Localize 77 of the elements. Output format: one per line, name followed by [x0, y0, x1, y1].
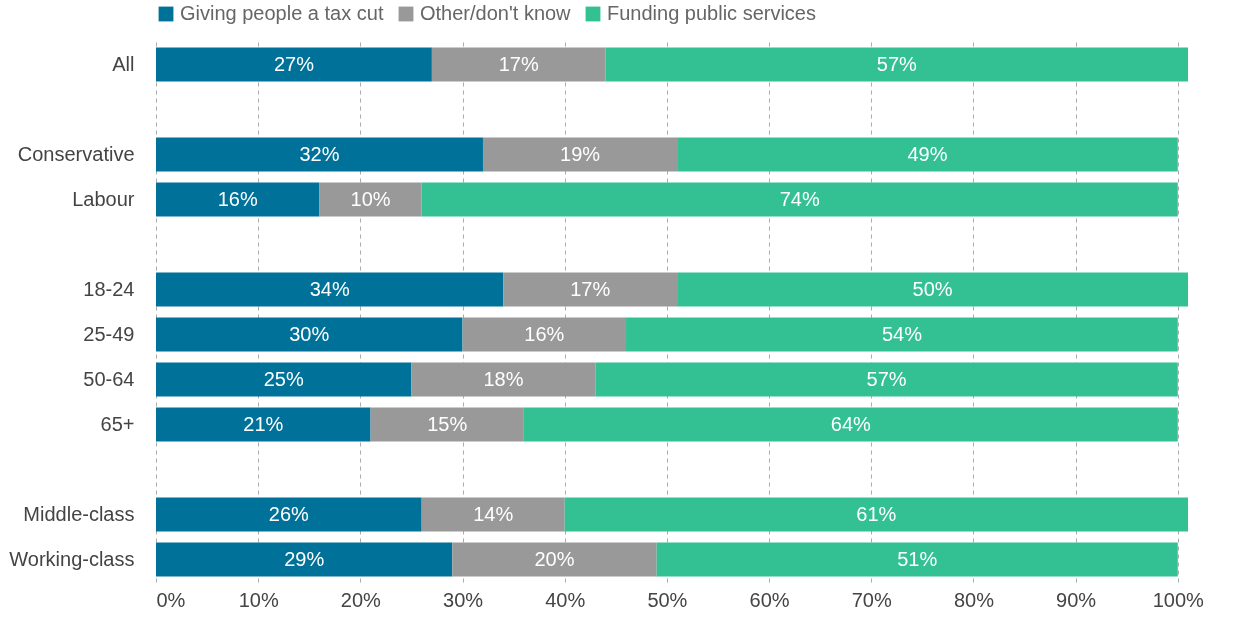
bar: [156, 497, 422, 532]
data-label: 57%: [876, 52, 918, 75]
bar: [595, 362, 1178, 397]
data-label: 57%: [866, 367, 907, 390]
data-label: 17%: [498, 52, 539, 75]
data-label: 20%: [534, 547, 575, 570]
bar: [156, 272, 504, 307]
data-label: 29%: [284, 547, 325, 570]
bar: [431, 47, 606, 82]
x-tick-label: 60%: [749, 588, 790, 611]
data-label: 49%: [907, 142, 948, 165]
y-tick-label: Working-class: [9, 547, 135, 570]
y-tick-label: All: [112, 52, 135, 75]
data-label: 16%: [217, 187, 258, 210]
bar: [411, 362, 596, 397]
bar: [370, 407, 524, 442]
x-tick-label: 20%: [340, 588, 382, 611]
bar: [156, 137, 483, 172]
data-label: 19%: [560, 142, 601, 165]
bar: [156, 407, 371, 442]
data-label: 32%: [299, 142, 340, 165]
x-tick-label: 80%: [953, 588, 995, 611]
data-label: 61%: [856, 502, 897, 525]
data-label: 30%: [289, 322, 330, 345]
bar: [503, 272, 678, 307]
data-label: 54%: [881, 322, 923, 345]
legend-label: Funding public services: [607, 2, 816, 24]
data-label: 21%: [243, 412, 284, 435]
legend-label: Giving people a tax cut: [180, 2, 384, 24]
x-tick-label: 30%: [443, 588, 484, 611]
data-label: 14%: [473, 502, 514, 525]
x-tick-label: 40%: [545, 588, 586, 611]
data-label: 17%: [570, 277, 611, 300]
data-label: 64%: [830, 412, 872, 435]
y-tick-label: 65+: [100, 412, 135, 435]
data-label: 26%: [268, 502, 310, 525]
data-label: 51%: [897, 547, 938, 570]
bar: [626, 317, 1178, 352]
bar: [156, 362, 412, 397]
bar: [156, 317, 463, 352]
bar: [656, 542, 1178, 577]
y-tick-label: Middle-class: [23, 502, 135, 525]
data-label: 18%: [483, 367, 524, 390]
data-label: 10%: [350, 187, 391, 210]
bar: [605, 47, 1188, 82]
bar: [421, 497, 565, 532]
bar: [677, 272, 1188, 307]
bar: [156, 182, 320, 217]
x-tick-label: 100%: [1152, 588, 1205, 611]
x-tick-label: 0%: [156, 588, 186, 611]
data-label: 74%: [779, 187, 820, 210]
bar: [677, 137, 1178, 172]
bar: [452, 542, 657, 577]
data-label: 15%: [427, 412, 468, 435]
y-tick-label: Conservative: [17, 142, 135, 165]
bar: [482, 137, 678, 172]
data-label: 16%: [524, 322, 565, 345]
y-tick-label: 25-49: [83, 322, 135, 345]
bar: [319, 182, 422, 217]
legend-label: Other/don't know: [420, 2, 572, 24]
bar: [564, 497, 1188, 532]
bar: [462, 317, 627, 352]
bar: [421, 182, 1178, 217]
x-tick-label: 70%: [851, 588, 892, 611]
y-tick-label: 50-64: [83, 367, 135, 390]
bar: [523, 407, 1178, 442]
x-tick-label: 50%: [647, 588, 688, 611]
data-label: 27%: [273, 52, 315, 75]
data-label: 50%: [912, 277, 953, 300]
y-tick-label: 18-24: [83, 277, 135, 300]
bar: [156, 47, 432, 82]
data-label: 25%: [263, 367, 304, 390]
x-tick-label: 90%: [1056, 588, 1097, 611]
y-tick-label: Labour: [72, 187, 135, 210]
x-tick-label: 10%: [238, 588, 279, 611]
data-label: 34%: [309, 277, 350, 300]
bar: [156, 542, 453, 577]
